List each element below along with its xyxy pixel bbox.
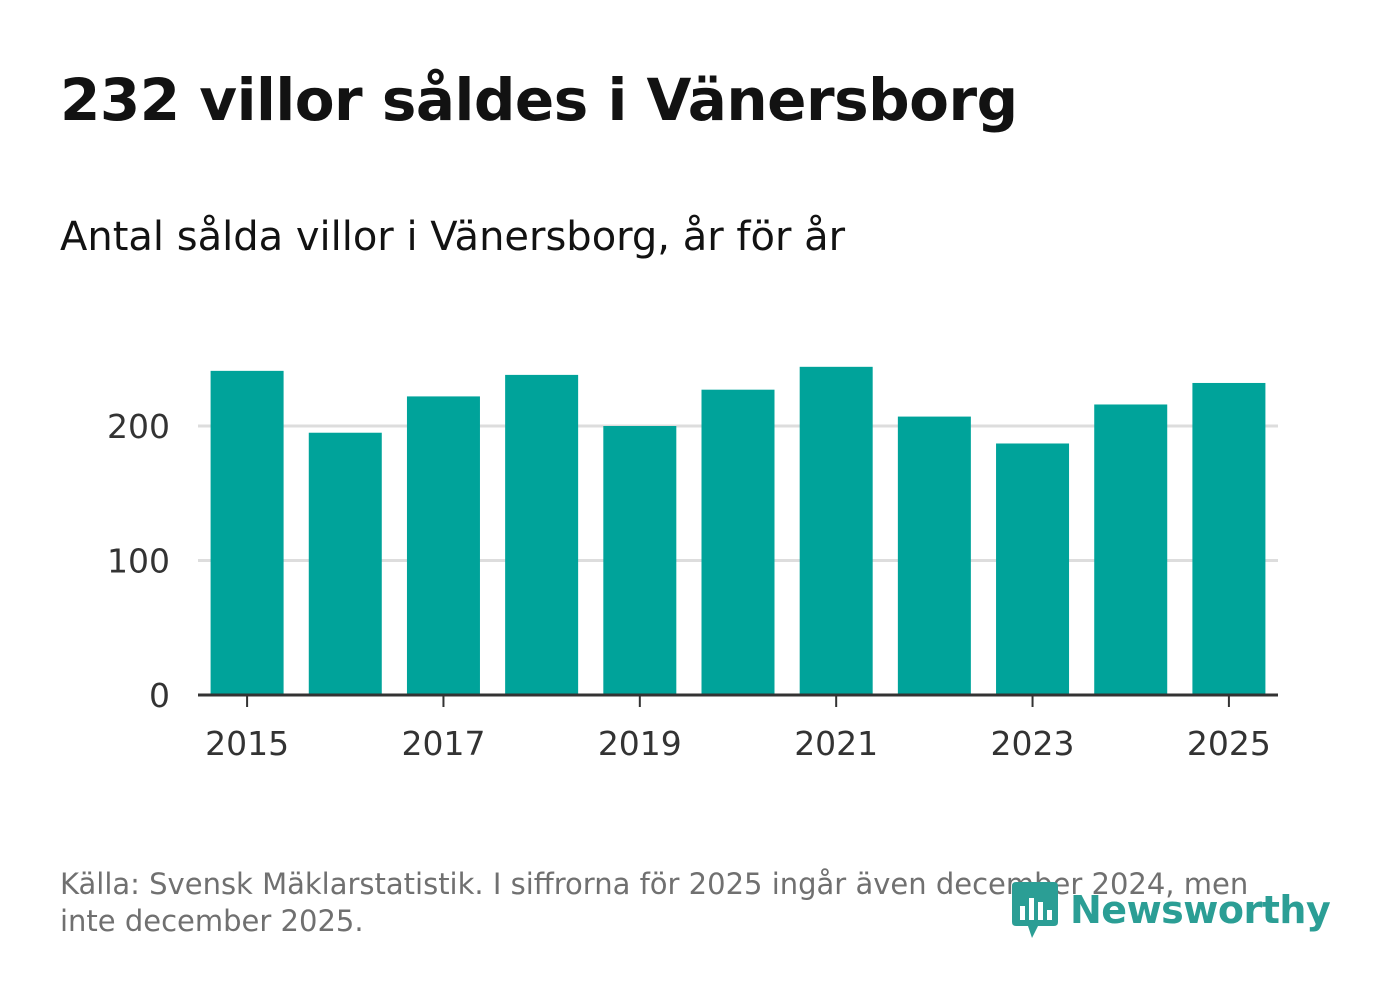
chart-subtitle: Antal sålda villor i Vänersborg, år för … <box>60 214 846 260</box>
bar-2022[interactable] <box>897 416 971 695</box>
chart-title: 232 villor såldes i Vänersborg <box>60 66 1018 134</box>
x-axis <box>198 693 1278 707</box>
x-tick-label: 2019 <box>598 724 682 763</box>
bar-2016[interactable] <box>308 432 382 695</box>
bar-2021[interactable] <box>799 366 873 695</box>
x-tick-label: 2015 <box>205 724 289 763</box>
x-tick-label: 2025 <box>1187 724 1271 763</box>
bars <box>210 366 1266 695</box>
bar-2017[interactable] <box>406 396 480 695</box>
bar-2023[interactable] <box>996 443 1070 695</box>
newsworthy-logo-icon <box>1012 882 1058 938</box>
tick-labels: 0 100 200 2015 2017 2019 2021 2023 2025 <box>107 407 1271 763</box>
bar-2015[interactable] <box>210 370 284 695</box>
logo-text: Newsworthy <box>1070 888 1331 932</box>
y-tick-label: 100 <box>107 542 170 581</box>
bar-2020[interactable] <box>701 389 775 695</box>
x-tick-label: 2021 <box>794 724 878 763</box>
y-tick-label: 0 <box>149 676 170 715</box>
bar-2025[interactable] <box>1192 382 1266 695</box>
x-tick-label: 2023 <box>991 724 1075 763</box>
bar-2018[interactable] <box>505 374 579 695</box>
x-tick-label: 2017 <box>401 724 485 763</box>
newsworthy-logo[interactable]: Newsworthy <box>1010 880 1331 940</box>
bar-2019[interactable] <box>603 426 677 695</box>
y-tick-label: 200 <box>107 407 170 446</box>
bar-2024[interactable] <box>1094 404 1168 695</box>
